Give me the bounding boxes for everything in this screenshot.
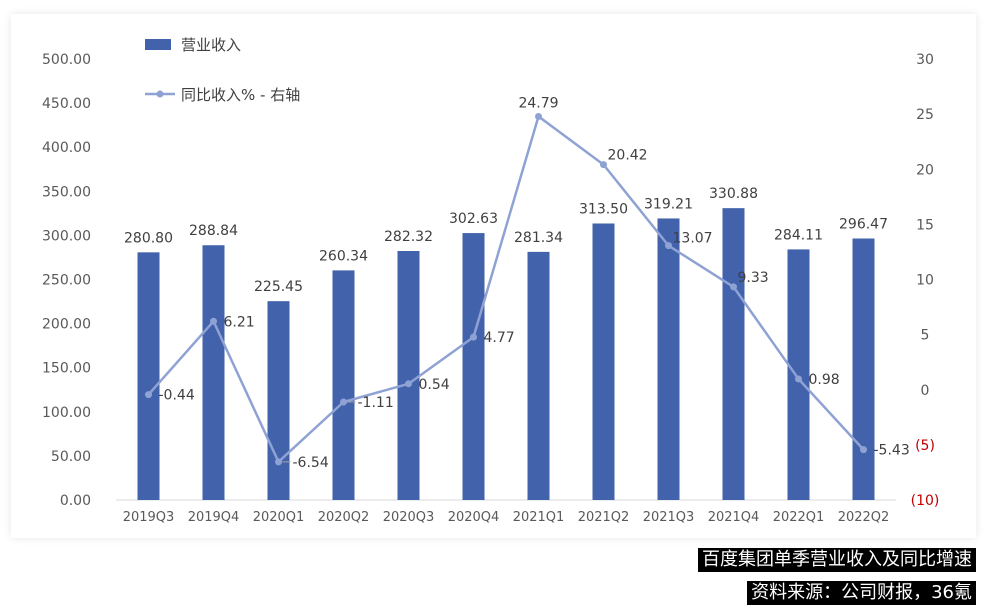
bar-value-label: 260.34 <box>319 248 368 264</box>
line-value-label: -1.11 <box>358 395 394 411</box>
line-point-2020Q2 <box>340 398 347 406</box>
right-axis-tick-label: 20 <box>916 162 934 178</box>
bar-2020Q1 <box>267 301 290 500</box>
legend-bar-swatch <box>145 39 171 50</box>
right-axis-tick-label: (10) <box>911 493 940 509</box>
line-series-path <box>147 115 865 464</box>
left-axis-tick-label: 100.00 <box>42 405 91 421</box>
bar-value-label: 281.34 <box>514 230 563 246</box>
bar-value-label: 225.45 <box>254 279 303 295</box>
line-value-label: 4.77 <box>484 330 515 346</box>
chart-caption-title: 百度集团单季营业收入及同比增速 <box>698 548 976 572</box>
line-value-label: 9.33 <box>738 270 769 286</box>
line-point-2019Q3 <box>145 391 152 399</box>
bar-2020Q3 <box>397 250 420 500</box>
right-axis-tick-label: 30 <box>916 52 934 68</box>
line-point-2019Q4 <box>210 317 217 325</box>
right-axis-tick-label: 10 <box>916 273 934 289</box>
line-value-label: 24.79 <box>518 95 558 111</box>
bar-2019Q3 <box>137 252 160 500</box>
left-axis-tick-label: 350.00 <box>42 184 91 200</box>
legend-line-label: 同比收入% - 右轴 <box>181 86 300 104</box>
bar-value-label: 330.88 <box>709 186 758 202</box>
line-value-label: -5.43 <box>874 443 910 459</box>
x-axis-category-label: 2022Q1 <box>773 510 825 525</box>
line-value-label: 13.07 <box>673 231 713 247</box>
x-axis-category-label: 2021Q1 <box>513 510 565 525</box>
x-axis-category-label: 2022Q2 <box>838 510 890 525</box>
line-point-2020Q3 <box>405 380 412 388</box>
line-point-2022Q2 <box>860 446 867 454</box>
bar-2021Q2 <box>592 223 615 501</box>
line-value-label: -0.44 <box>159 388 195 404</box>
line-point-2021Q3 <box>665 242 672 250</box>
bar-value-label: 319.21 <box>644 196 693 212</box>
line-point-2021Q4 <box>730 283 737 291</box>
left-axis-tick-label: 200.00 <box>42 317 91 333</box>
line-value-label: -6.54 <box>293 455 329 471</box>
combo-chart: 0.00 50.00 100.00 150.00 200.00 250.00 300.00 3… <box>42 36 940 525</box>
x-axis-category-label: 2020Q2 <box>318 510 370 525</box>
left-axis-tick-label: 250.00 <box>42 273 91 289</box>
line-value-label: 0.98 <box>809 372 840 388</box>
line-point-2021Q2 <box>600 161 607 169</box>
bar-2022Q2 <box>852 238 875 500</box>
bar-2020Q2 <box>332 270 355 500</box>
chart-caption-source: 资料来源：公司财报，36氪 <box>747 581 976 605</box>
left-axis-tick-label: 300.00 <box>42 228 91 244</box>
line-point-2020Q1 <box>275 458 282 466</box>
right-axis-tick-label: 15 <box>916 217 934 233</box>
x-axis-category-label: 2019Q3 <box>123 510 175 525</box>
chart-card: 0.00 50.00 100.00 150.00 200.00 250.00 300.00 3… <box>11 14 976 538</box>
legend-line-marker <box>156 90 164 98</box>
line-value-label: 20.42 <box>608 148 648 164</box>
bar-2021Q3 <box>657 218 680 500</box>
x-axis-category-label: 2021Q4 <box>708 510 760 525</box>
right-axis-tick-label: 0 <box>921 383 930 399</box>
left-axis-tick-label: 50.00 <box>51 449 91 465</box>
bar-2021Q4 <box>722 208 745 501</box>
x-axis-category-label: 2020Q4 <box>448 510 500 525</box>
line-point-2020Q4 <box>470 333 477 341</box>
bar-2021Q1 <box>527 251 550 500</box>
x-axis-category-label: 2021Q3 <box>643 510 695 525</box>
bar-value-label: 288.84 <box>189 223 238 239</box>
x-axis-category-label: 2020Q3 <box>383 510 435 525</box>
bar-2020Q4 <box>462 233 485 501</box>
bar-2022Q1 <box>787 249 810 500</box>
bar-value-label: 284.11 <box>774 227 823 243</box>
bar-2019Q4 <box>202 245 225 500</box>
x-axis-category-label: 2020Q1 <box>253 510 305 525</box>
line-point-2022Q1 <box>795 375 802 383</box>
left-axis-tick-label: 450.00 <box>42 96 91 112</box>
left-axis-tick-label: 150.00 <box>42 361 91 377</box>
bar-value-label: 302.63 <box>449 211 498 227</box>
x-axis-category-label: 2021Q2 <box>578 510 630 525</box>
bar-value-label: 296.47 <box>839 217 888 233</box>
line-value-label: 0.54 <box>419 377 450 393</box>
bar-value-label: 313.50 <box>579 201 628 217</box>
line-point-2021Q1 <box>535 112 542 120</box>
bar-value-label: 282.32 <box>384 229 433 245</box>
right-axis-tick-label: 5 <box>921 328 930 344</box>
line-value-label: 6.21 <box>224 314 255 330</box>
left-axis-tick-label: 0.00 <box>60 493 91 509</box>
left-axis-tick-label: 400.00 <box>42 140 91 156</box>
right-axis-tick-label: (5) <box>915 438 935 454</box>
x-axis-category-label: 2019Q4 <box>188 510 240 525</box>
legend-bar-label: 营业收入 <box>181 36 241 54</box>
bar-value-label: 280.80 <box>124 230 173 246</box>
right-axis-tick-label: 25 <box>916 107 934 123</box>
left-axis-tick-label: 500.00 <box>42 52 91 68</box>
